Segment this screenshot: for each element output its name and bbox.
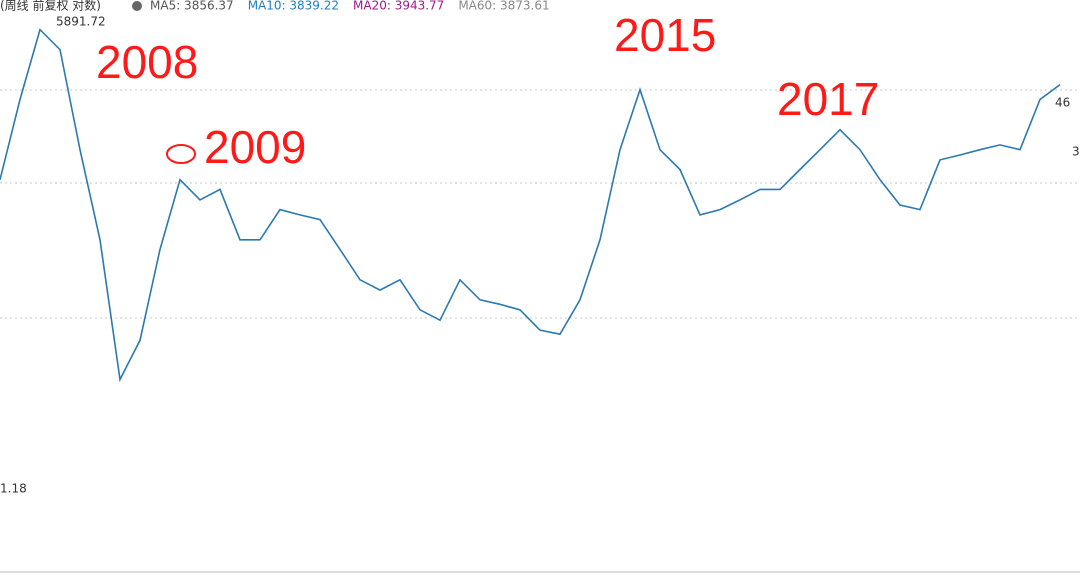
indicator-label: MA5: 3856.37 — [150, 0, 234, 13]
highlight-ellipse — [166, 144, 196, 164]
indicator-label: MA10: 3839.22 — [248, 0, 339, 13]
axis-label: 46 — [1055, 96, 1070, 110]
axis-label: 1.18 — [0, 482, 27, 496]
indicator-label: MA20: 3943.77 — [353, 0, 444, 13]
settings-icon[interactable] — [132, 1, 142, 11]
chart-header: (周线 前复权 对数) — [0, 0, 101, 13]
annotation: 2017 — [777, 73, 879, 125]
price-line — [0, 28, 1061, 383]
annotation: 2009 — [204, 121, 306, 173]
annotation: 2008 — [96, 36, 198, 88]
max-label: 5891.72 — [56, 15, 106, 29]
annotation: 2015 — [614, 9, 716, 61]
indicator-label: MA60: 3873.61 — [458, 0, 549, 13]
axis-label: 3 — [1072, 145, 1080, 159]
